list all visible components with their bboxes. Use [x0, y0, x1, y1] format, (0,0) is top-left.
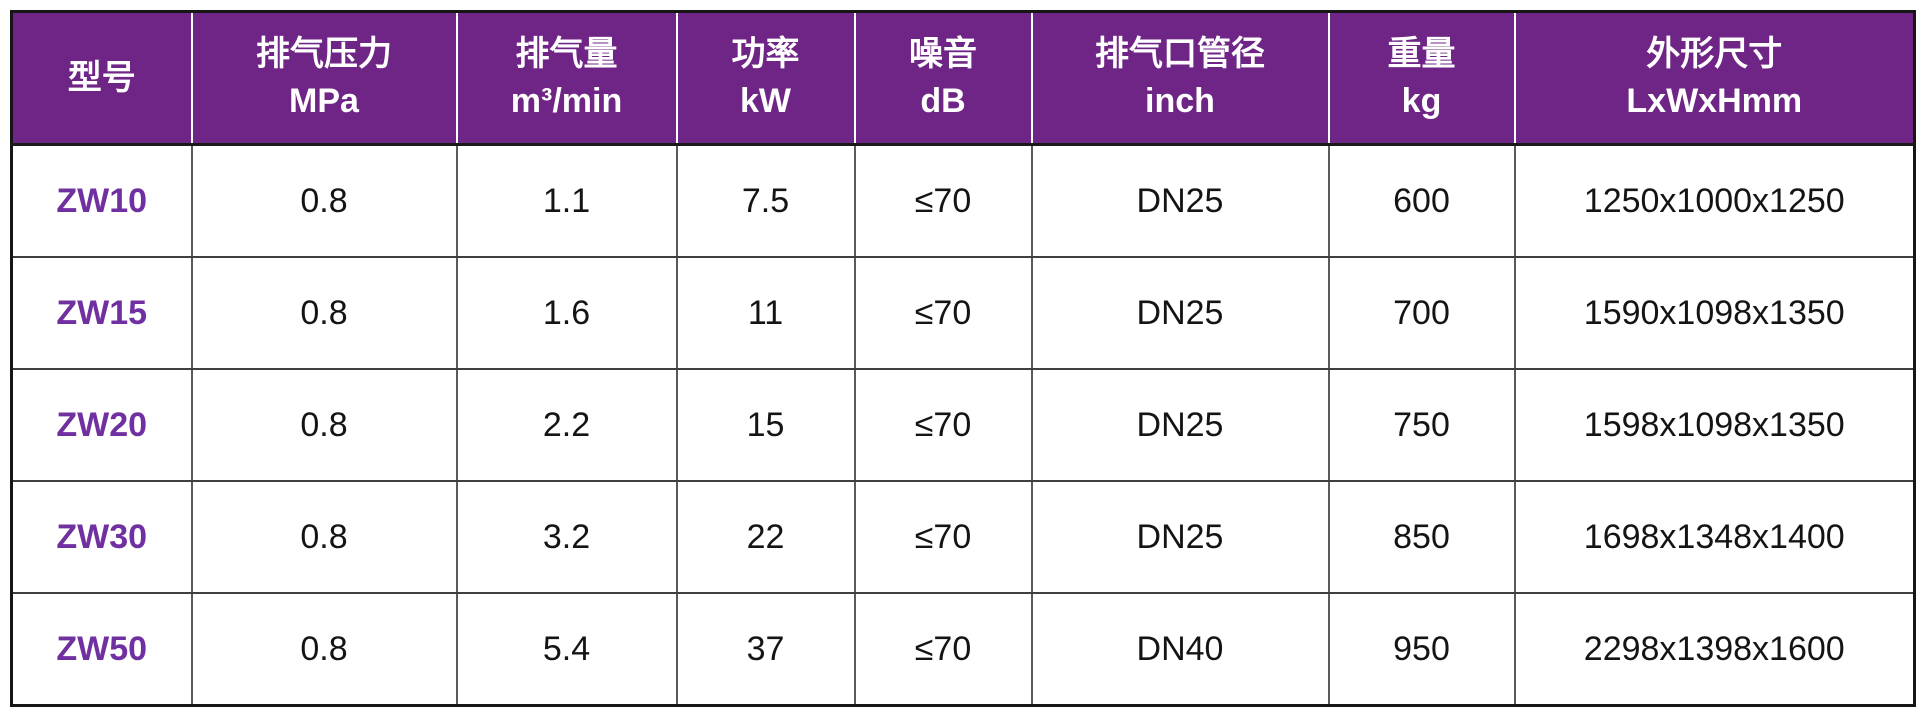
cell-air-delivery: 1.6: [456, 257, 678, 370]
col-header-unit: LxWxHmm: [1626, 82, 1803, 120]
cell-power: 11: [676, 257, 856, 370]
col-header-label: 功率: [731, 35, 800, 73]
cell-dimensions: 1598x1098x1350: [1514, 369, 1915, 482]
col-header-model: 型号: [11, 11, 193, 146]
cell-discharge-pressure: 0.8: [191, 257, 458, 370]
cell-outlet-pipe-diameter: DN25: [1031, 257, 1330, 370]
col-header-label: 排气量: [515, 35, 618, 73]
cell-noise: ≤70: [854, 257, 1033, 370]
cell-weight: 600: [1328, 144, 1516, 258]
cell-discharge-pressure: 0.8: [191, 369, 458, 482]
table-row: ZW50 0.8 5.4 37 ≤70 DN40 950 2298x1398x1…: [11, 593, 1915, 706]
col-header-discharge-pressure: 排气压力 MPa: [191, 11, 458, 146]
cell-dimensions: 1250x1000x1250: [1514, 144, 1915, 258]
cell-weight: 700: [1328, 257, 1516, 370]
cell-noise: ≤70: [854, 144, 1033, 258]
cell-dimensions: 1590x1098x1350: [1514, 257, 1915, 370]
table-row: ZW10 0.8 1.1 7.5 ≤70 DN25 600 1250x1000x…: [11, 144, 1915, 258]
col-header-weight: 重量 kg: [1328, 11, 1516, 146]
cell-power: 15: [676, 369, 856, 482]
cell-outlet-pipe-diameter: DN25: [1031, 369, 1330, 482]
col-header-unit: dB: [920, 82, 966, 120]
col-header-unit: MPa: [289, 82, 359, 120]
cell-discharge-pressure: 0.8: [191, 481, 458, 594]
col-header-unit: inch: [1145, 82, 1215, 120]
cell-model: ZW50: [11, 593, 193, 706]
col-header-unit: kg: [1401, 82, 1442, 120]
cell-weight: 850: [1328, 481, 1516, 594]
col-header-unit: m³/min: [510, 82, 623, 120]
col-header-power: 功率 kW: [676, 11, 856, 146]
header-row: 型号 排气压力 MPa 排气量 m³/min 功率 kW 噪音 dB: [11, 11, 1915, 146]
cell-weight: 950: [1328, 593, 1516, 706]
cell-discharge-pressure: 0.8: [191, 593, 458, 706]
spec-table: 型号 排气压力 MPa 排气量 m³/min 功率 kW 噪音 dB: [10, 10, 1916, 707]
cell-model: ZW30: [11, 481, 193, 594]
cell-model: ZW10: [11, 144, 193, 258]
cell-discharge-pressure: 0.8: [191, 144, 458, 258]
cell-air-delivery: 3.2: [456, 481, 678, 594]
col-header-label: 排气压力: [256, 35, 392, 73]
cell-outlet-pipe-diameter: DN25: [1031, 481, 1330, 594]
col-header-air-delivery: 排气量 m³/min: [456, 11, 678, 146]
cell-noise: ≤70: [854, 369, 1033, 482]
cell-power: 7.5: [676, 144, 856, 258]
cell-dimensions: 2298x1398x1600: [1514, 593, 1915, 706]
cell-outlet-pipe-diameter: DN25: [1031, 144, 1330, 258]
cell-air-delivery: 5.4: [456, 593, 678, 706]
cell-dimensions: 1698x1348x1400: [1514, 481, 1915, 594]
cell-air-delivery: 1.1: [456, 144, 678, 258]
cell-air-delivery: 2.2: [456, 369, 678, 482]
col-header-dimensions: 外形尺寸 LxWxHmm: [1514, 11, 1915, 146]
table-row: ZW15 0.8 1.6 11 ≤70 DN25 700 1590x1098x1…: [11, 257, 1915, 370]
cell-model: ZW15: [11, 257, 193, 370]
col-header-outlet-pipe-diameter: 排气口管径 inch: [1031, 11, 1330, 146]
col-header-unit: kW: [740, 82, 791, 120]
col-header-noise: 噪音 dB: [854, 11, 1033, 146]
cell-noise: ≤70: [854, 481, 1033, 594]
col-header-label: 重量: [1387, 35, 1456, 73]
cell-weight: 750: [1328, 369, 1516, 482]
cell-power: 37: [676, 593, 856, 706]
col-header-label: 外形尺寸: [1646, 35, 1783, 73]
col-header-label: 噪音: [909, 35, 977, 73]
cell-power: 22: [676, 481, 856, 594]
col-header-label: 排气口管径: [1095, 35, 1265, 73]
cell-outlet-pipe-diameter: DN40: [1031, 593, 1330, 706]
table-row: ZW20 0.8 2.2 15 ≤70 DN25 750 1598x1098x1…: [11, 369, 1915, 482]
col-header-label: 型号: [67, 58, 136, 97]
cell-noise: ≤70: [854, 593, 1033, 706]
cell-model: ZW20: [11, 369, 193, 482]
table-row: ZW30 0.8 3.2 22 ≤70 DN25 850 1698x1348x1…: [11, 481, 1915, 594]
